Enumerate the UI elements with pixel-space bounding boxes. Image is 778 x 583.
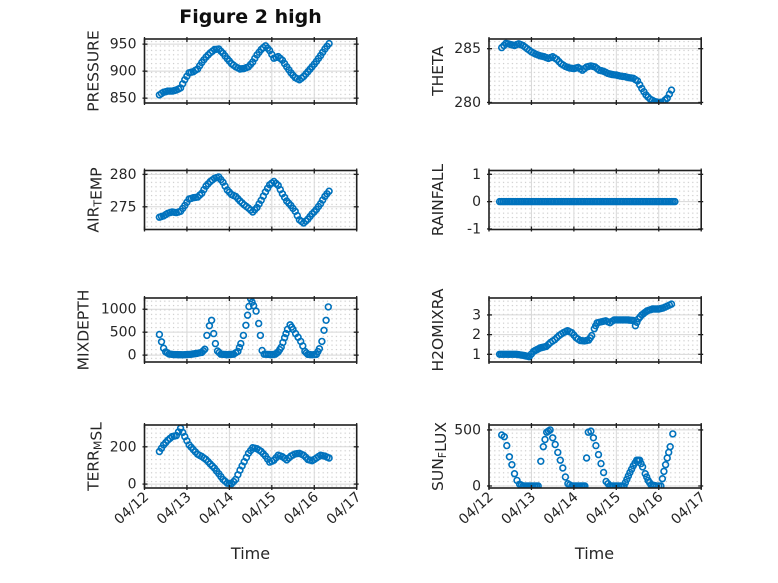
x-tick-label: 04/12 [456,489,497,528]
subplot-rainfall: -1 0 1 RAINFALL [429,163,704,237]
x-tick-label: 04/16 [281,489,322,528]
subplot-theta: 280 285 THETA [429,37,704,111]
y-tick-label: 0 [128,477,137,493]
axes-frame [143,169,358,231]
x-tick-label: 04/12 [111,489,152,528]
data-series-sun-flux [498,426,677,488]
y-tick-label: 1 [472,347,481,363]
y-tick-label: 275 [110,199,137,215]
axes-frame [488,424,702,489]
subplot-mixdepth: 0 500 1000 MIXDEPTH [75,290,359,371]
y-tick-label: 0 [472,478,481,494]
x-tick-label: 04/15 [239,489,280,528]
figure-title: Figure 2 high [179,6,322,28]
y-tick-label: 2 [472,327,481,343]
y-axis-label-terr-msl: TERRMSL [85,422,106,492]
y-tick-label: 280 [110,167,137,183]
y-tick-label: 200 [110,439,137,455]
y-tick-label: 285 [454,41,481,57]
y-tick-label: -1 [467,221,481,237]
y-axis-label-h2omixra: H2OMIXRA [429,288,447,371]
data-series-h2omixra [495,300,676,361]
x-tick-label: 04/14 [196,489,237,528]
x-tick-label: 04/17 [324,489,365,528]
x-tick-label: 04/13 [498,489,539,528]
axes-frame [488,38,702,104]
y-axis-label-rainfall: RAINFALL [429,163,447,236]
axes-frame [143,297,358,363]
x-axis-label-left: Time [230,544,271,563]
x-tick-label: 04/13 [154,489,195,528]
x-tick-label: 04/16 [626,489,667,528]
subplot-h2omixra: 1 2 3 H2OMIXRA [429,288,704,372]
y-axis-label-pressure: PRESSURE [85,30,103,112]
y-tick-label: 0 [472,194,481,210]
y-tick-label: 900 [110,64,137,80]
y-axis-label-air-temp: AIRTEMP [85,167,106,232]
axes-frame [488,297,702,363]
y-tick-label: 3 [472,307,481,323]
data-series-air-temp [155,173,333,227]
axes-frame [488,169,702,231]
data-series-terr-msl [155,425,333,488]
x-axis-label-right: Time [574,544,615,563]
axes-frame [143,424,358,489]
y-tick-label: 500 [110,325,137,341]
x-tick-label: 04/15 [583,489,624,528]
data-series-mixdepth [155,298,332,359]
y-tick-label: 0 [128,348,137,364]
y-tick-label: 280 [454,95,481,111]
y-axis-label-theta: THETA [429,46,447,97]
subplot-pressure: 850 900 950 PRESSURE [85,30,359,112]
y-tick-label: 1000 [101,302,137,318]
y-tick-label: 1 [472,167,481,183]
y-tick-label: 950 [110,37,137,53]
y-tick-label: 850 [110,91,137,107]
x-tick-label: 04/14 [541,489,582,528]
data-series-pressure [155,39,333,99]
y-tick-label: 500 [454,422,481,438]
x-tick-label: 04/17 [668,489,709,528]
y-axis-label-sun-flux: SUNFLUX [429,422,450,491]
y-axis-label-mixdepth: MIXDEPTH [75,290,93,371]
data-series-rainfall [495,197,679,206]
